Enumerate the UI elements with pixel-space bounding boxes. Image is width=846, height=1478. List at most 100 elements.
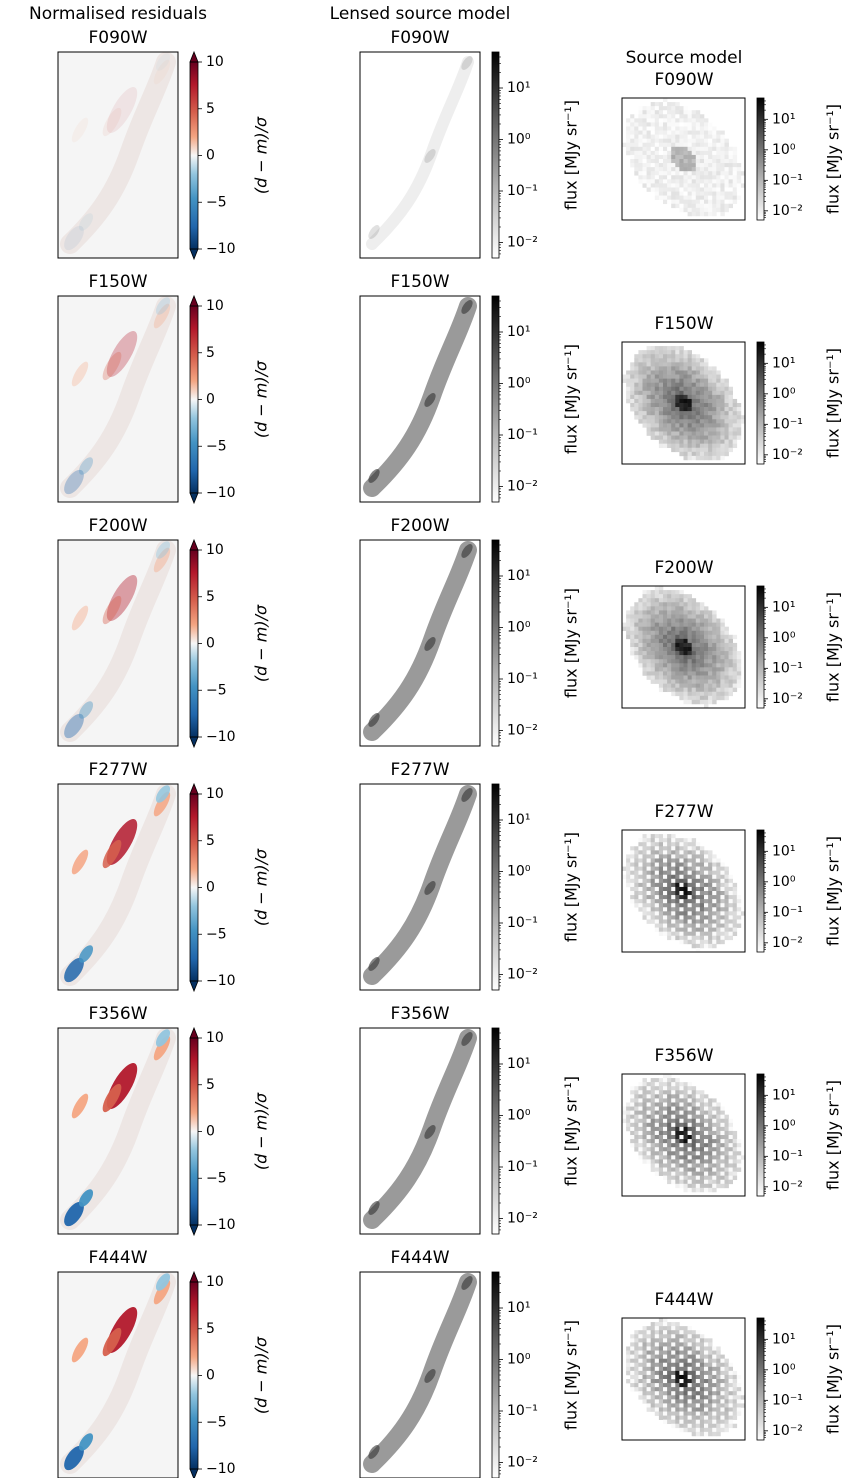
- source-pixel: [643, 590, 647, 594]
- source-pixel: [716, 175, 720, 179]
- colorbar-label: flux [MJy sr⁻¹]: [824, 836, 843, 946]
- source-pixel: [659, 1172, 663, 1176]
- source-pixel: [708, 924, 712, 928]
- source-pixel: [729, 671, 733, 675]
- source-pixel: [733, 200, 737, 204]
- source-pixel: [716, 423, 720, 427]
- source-pixel: [708, 407, 712, 411]
- source-pixel: [679, 122, 683, 126]
- source-pixel: [667, 875, 671, 879]
- source-pixel: [712, 440, 716, 444]
- source-pixel: [663, 1094, 667, 1098]
- source-pixel: [688, 688, 692, 692]
- source-pixel: [684, 358, 688, 362]
- source-pixel: [675, 118, 679, 122]
- source-pixel: [638, 403, 642, 407]
- source-pixel: [729, 688, 733, 692]
- source-pixel: [704, 122, 708, 126]
- source-pixel: [651, 415, 655, 419]
- source-pixel: [688, 1416, 692, 1420]
- source-pixel: [712, 907, 716, 911]
- source-pixel: [708, 370, 712, 374]
- source-pixel: [663, 919, 667, 923]
- source-pixel: [671, 919, 675, 923]
- source-pixel: [675, 448, 679, 452]
- source-pixel: [729, 1371, 733, 1375]
- source-pixel: [675, 651, 679, 655]
- source-pixel: [643, 867, 647, 871]
- source-pixel: [729, 675, 733, 679]
- source-pixel: [675, 1119, 679, 1123]
- source-pixel: [720, 899, 724, 903]
- source-pixel: [725, 1131, 729, 1135]
- source-pixel: [630, 871, 634, 875]
- source-pixel: [684, 436, 688, 440]
- source-pixel: [634, 883, 638, 887]
- source-pixel: [684, 187, 688, 191]
- source-pixel: [700, 919, 704, 923]
- source-pixel: [634, 1102, 638, 1106]
- source-pixel: [655, 594, 659, 598]
- source-pixel: [638, 635, 642, 639]
- source-pixel: [679, 346, 683, 350]
- colorbar-tick-label: 10¹: [507, 568, 530, 584]
- source-pixel: [688, 614, 692, 618]
- source-pixel: [643, 651, 647, 655]
- source-pixel: [667, 1163, 671, 1167]
- source-pixel: [679, 1123, 683, 1127]
- source-pixel: [700, 932, 704, 936]
- source-pixel: [696, 163, 700, 167]
- source-pixel: [708, 1115, 712, 1119]
- source-pixel: [712, 871, 716, 875]
- source-pixel: [720, 179, 724, 183]
- source-pixel: [679, 610, 683, 614]
- source-pixel: [638, 1359, 642, 1363]
- source-pixel: [647, 1375, 651, 1379]
- source-pixel: [679, 395, 683, 399]
- source-pixel: [671, 1094, 675, 1098]
- source-pixel: [643, 610, 647, 614]
- source-pixel: [679, 427, 683, 431]
- source-pixel: [667, 1090, 671, 1094]
- source-pixel: [708, 1359, 712, 1363]
- panel-title: F356W: [390, 1004, 449, 1024]
- source-pixel: [720, 1155, 724, 1159]
- panel-title: F277W: [88, 760, 147, 780]
- source-pixel: [671, 907, 675, 911]
- source-pixel: [659, 924, 663, 928]
- source-pixel: [647, 167, 651, 171]
- source-pixel: [684, 200, 688, 204]
- source-pixel: [733, 1395, 737, 1399]
- source-pixel: [725, 448, 729, 452]
- source-pixel: [712, 423, 716, 427]
- source-pixel: [712, 944, 716, 948]
- source-pixel: [638, 1379, 642, 1383]
- source-pixel: [659, 1379, 663, 1383]
- source-pixel: [733, 883, 737, 887]
- source-pixel: [675, 362, 679, 366]
- source-pixel: [671, 1379, 675, 1383]
- source-pixel: [692, 858, 696, 862]
- source-pixel: [704, 688, 708, 692]
- source-pixel: [663, 651, 667, 655]
- source-pixel: [675, 891, 679, 895]
- source-pixel: [679, 1330, 683, 1334]
- source-pixel: [692, 1180, 696, 1184]
- source-pixel: [655, 155, 659, 159]
- source-pixel: [720, 1395, 724, 1399]
- source-pixel: [655, 358, 659, 362]
- source-pixel: [733, 1151, 737, 1155]
- source-pixel: [696, 1102, 700, 1106]
- source-pixel: [737, 436, 741, 440]
- source-pixel: [688, 1363, 692, 1367]
- colorbar-tick-label: 10⁻²: [507, 1210, 538, 1226]
- source-pixel: [643, 383, 647, 387]
- source-pixel: [643, 362, 647, 366]
- source-pixel: [729, 655, 733, 659]
- source-pixel: [671, 936, 675, 940]
- source-pixel: [708, 671, 712, 675]
- source-pixel: [708, 858, 712, 862]
- source-pixel: [651, 655, 655, 659]
- source-pixel: [679, 452, 683, 456]
- source-pixel: [716, 635, 720, 639]
